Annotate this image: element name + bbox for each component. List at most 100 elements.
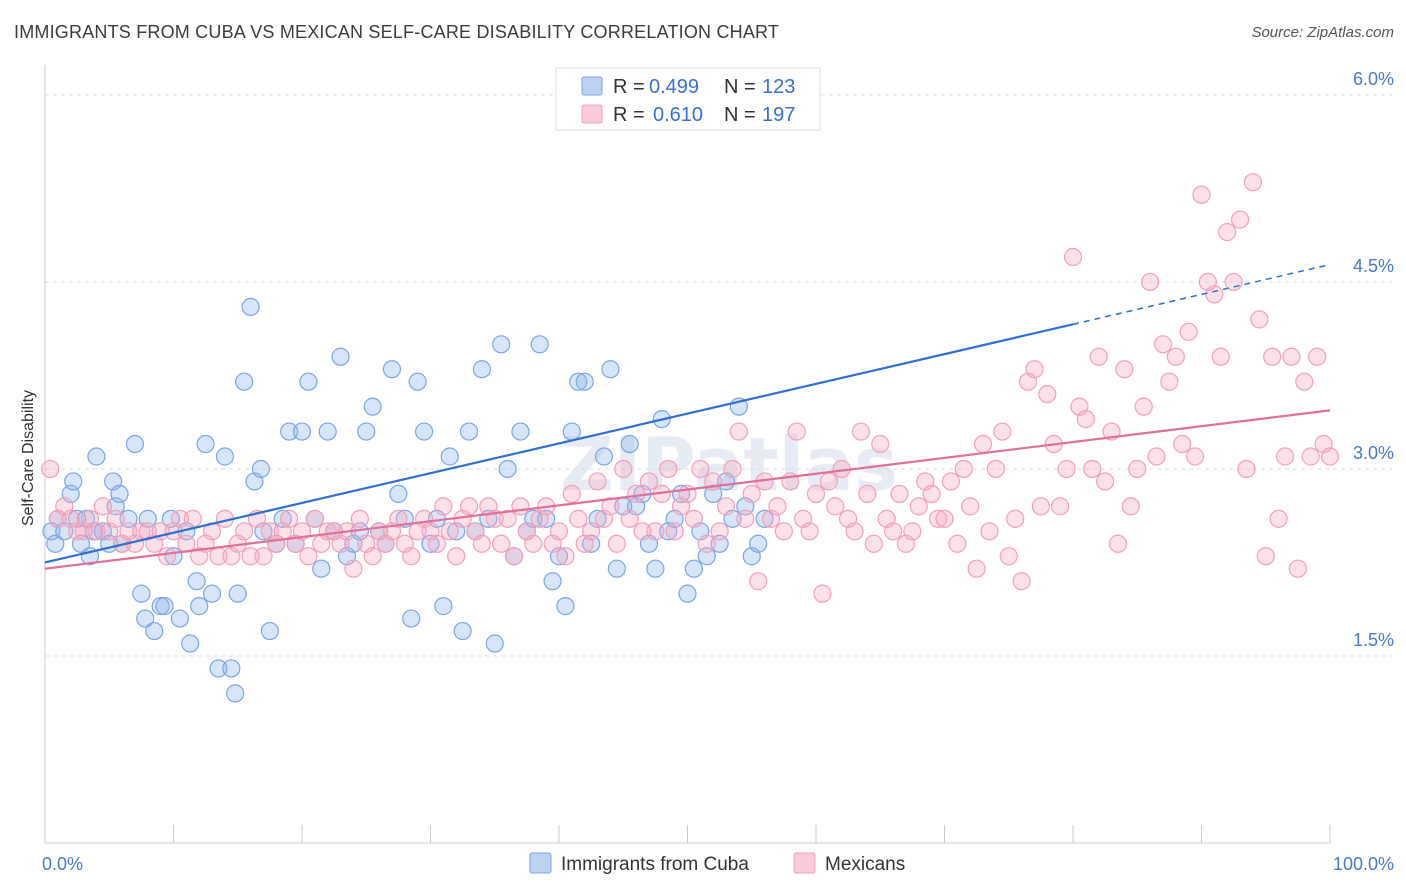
point-mexicans-110 <box>749 572 768 591</box>
point-mexicans-88 <box>607 534 626 553</box>
legend-n-label-mexicans: N = <box>724 104 756 126</box>
point-mexicans-67 <box>472 534 491 553</box>
point-mexicans-175 <box>1166 347 1185 366</box>
point-mexicans-178 <box>1185 447 1205 466</box>
point-cuba-16 <box>110 484 129 504</box>
point-mexicans-143 <box>961 497 980 516</box>
point-mexicans-148 <box>993 422 1012 441</box>
point-cuba-47 <box>273 509 292 528</box>
series-mexicans-points <box>41 173 1340 603</box>
point-mexicans-131 <box>883 522 903 541</box>
point-cuba-37 <box>222 659 241 678</box>
point-cuba-18 <box>119 509 138 528</box>
point-mexicans-89 <box>614 459 633 479</box>
point-cuba-23 <box>145 621 164 641</box>
point-cuba-54 <box>318 422 337 441</box>
point-mexicans-33 <box>254 547 273 566</box>
point-mexicans-93 <box>639 472 659 491</box>
point-mexicans-155 <box>1038 385 1057 404</box>
point-cuba-31 <box>187 572 206 591</box>
point-cuba-51 <box>299 372 318 391</box>
point-mexicans-119 <box>806 484 826 504</box>
point-mexicans-185 <box>1230 210 1250 229</box>
point-cuba-105 <box>646 559 665 578</box>
bottom-legend-label-cuba: Immigrants from Cuba <box>561 854 749 875</box>
point-cuba-20 <box>132 584 151 603</box>
point-mexicans-151 <box>1012 572 1031 591</box>
bottom-legend: Immigrants from Cuba Mexicans <box>529 852 905 875</box>
point-cuba-11 <box>87 447 106 466</box>
point-cuba-53 <box>312 559 331 578</box>
point-cuba-115 <box>710 534 729 553</box>
y-axis-label: Self-Care Disability <box>20 390 37 526</box>
point-cuba-35 <box>209 659 228 678</box>
point-mexicans-140 <box>941 472 961 491</box>
point-mexicans-170 <box>1134 397 1153 416</box>
point-mexicans-127 <box>858 484 877 504</box>
point-cuba-110 <box>678 584 697 603</box>
point-cuba-39 <box>228 584 247 603</box>
point-mexicans-20 <box>170 509 190 528</box>
point-mexicans-173 <box>1153 335 1173 354</box>
point-cuba-121 <box>749 534 768 553</box>
point-mexicans-158 <box>1057 459 1076 479</box>
point-cuba-111 <box>684 559 704 578</box>
point-mexicans-137 <box>922 484 941 504</box>
point-mexicans-169 <box>1128 459 1147 479</box>
point-cuba-101 <box>620 434 639 454</box>
point-mexicans-90 <box>620 509 639 528</box>
point-cuba-95 <box>582 534 601 553</box>
point-cuba-84 <box>511 422 530 441</box>
point-mexicans-10 <box>106 509 125 528</box>
point-cuba-40 <box>235 372 254 391</box>
point-mexicans-159 <box>1063 247 1083 267</box>
point-cuba-36 <box>215 447 234 466</box>
point-mexicans-153 <box>1025 360 1044 379</box>
point-cuba-41 <box>241 297 260 316</box>
point-mexicans-118 <box>800 522 819 541</box>
point-mexicans-92 <box>633 522 652 541</box>
legend-n-value-mexicans: 197 <box>762 104 795 126</box>
point-cuba-28 <box>170 609 190 628</box>
point-cuba-61 <box>363 397 382 416</box>
point-mexicans-113 <box>768 497 787 516</box>
point-mexicans-162 <box>1083 459 1102 479</box>
point-cuba-98 <box>601 360 620 379</box>
point-mexicans-150 <box>1006 509 1025 528</box>
point-cuba-99 <box>607 559 626 578</box>
point-mexicans-0 <box>41 459 60 479</box>
point-cuba-21 <box>136 609 155 628</box>
point-mexicans-164 <box>1096 472 1115 491</box>
legend-r-label-cuba: R = <box>613 76 645 98</box>
point-cuba-60 <box>357 422 376 441</box>
chart-title: IMMIGRANTS FROM CUBA VS MEXICAN SELF-CAR… <box>14 22 780 42</box>
point-mexicans-109 <box>742 484 761 504</box>
point-cuba-80 <box>485 634 504 653</box>
point-mexicans-193 <box>1282 347 1301 366</box>
point-mexicans-48 <box>350 509 369 528</box>
point-mexicans-191 <box>1269 509 1288 528</box>
point-cuba-48 <box>280 422 299 441</box>
point-mexicans-172 <box>1147 447 1166 466</box>
point-mexicans-81 <box>562 484 581 504</box>
point-cuba-24 <box>151 597 170 616</box>
point-cuba-56 <box>331 347 350 366</box>
point-mexicans-126 <box>851 422 871 441</box>
point-mexicans-186 <box>1237 459 1256 479</box>
point-cuba-25 <box>155 597 174 616</box>
point-cuba-92 <box>562 422 581 441</box>
legend-n-value-cuba: 123 <box>762 76 795 98</box>
point-cuba-88 <box>537 509 556 528</box>
bottom-legend-label-mexicans: Mexicans <box>825 854 905 875</box>
legend-r-label-mexicans: R = <box>613 104 645 126</box>
point-mexicans-43 <box>318 522 337 541</box>
point-mexicans-100 <box>684 509 704 528</box>
point-cuba-81 <box>492 335 511 354</box>
point-mexicans-167 <box>1115 360 1134 379</box>
point-mexicans-145 <box>973 434 993 454</box>
legend-swatch-mexicans <box>581 104 603 124</box>
point-mexicans-79 <box>549 522 569 541</box>
legend-r-value-cuba: 0.499 <box>649 76 699 98</box>
point-cuba-89 <box>543 572 562 591</box>
point-cuba-122 <box>755 509 774 528</box>
